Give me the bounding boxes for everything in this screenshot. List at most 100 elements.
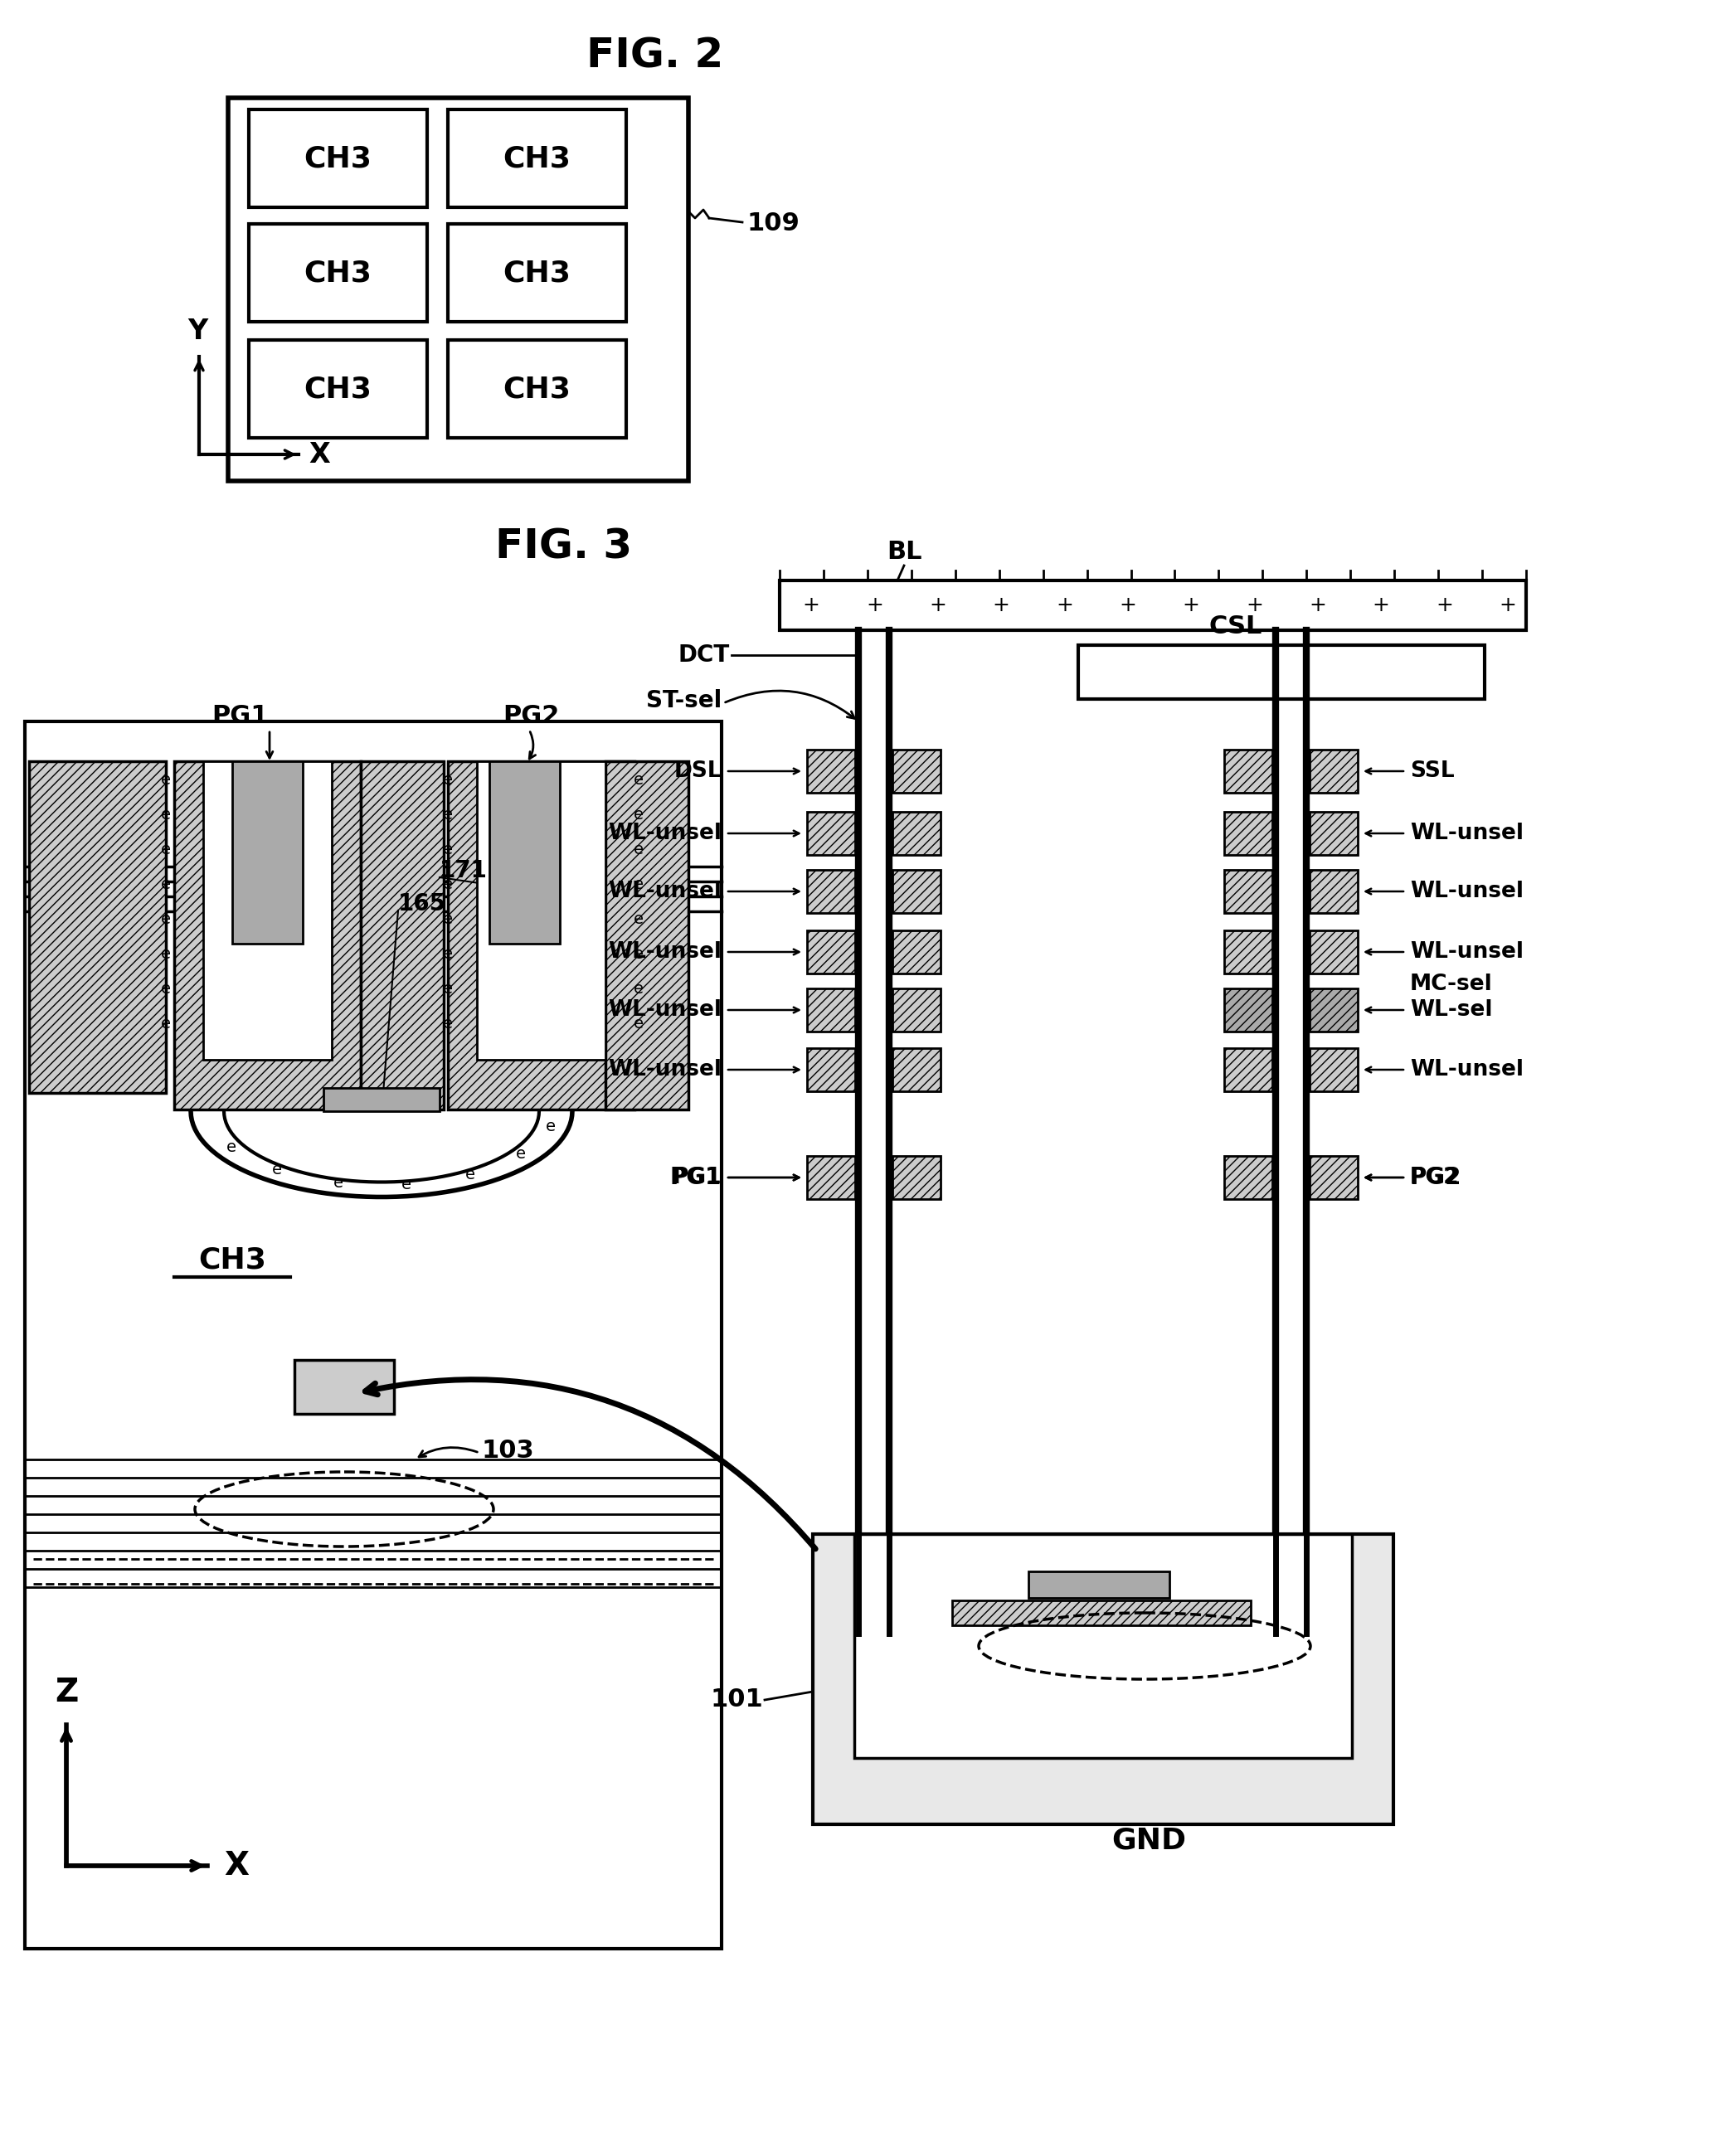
Text: +: + xyxy=(1182,595,1200,614)
Text: e: e xyxy=(633,981,644,996)
Text: CH3: CH3 xyxy=(305,259,372,287)
Text: GND: GND xyxy=(1112,1826,1186,1854)
Text: +: + xyxy=(929,595,947,614)
Bar xyxy=(1310,1156,1358,1199)
Bar xyxy=(203,761,332,1061)
Bar xyxy=(1224,813,1272,856)
Text: DSL: DSL xyxy=(675,761,721,783)
Bar xyxy=(807,931,855,975)
Text: CH3: CH3 xyxy=(503,144,571,172)
Text: +: + xyxy=(1373,595,1391,614)
Bar xyxy=(250,341,427,438)
Bar xyxy=(1224,869,1272,912)
Text: e: e xyxy=(442,946,453,962)
Bar xyxy=(232,761,303,944)
Bar xyxy=(447,341,626,438)
Bar xyxy=(1310,1048,1358,1091)
Text: e: e xyxy=(442,981,453,996)
Bar xyxy=(1310,813,1358,856)
Text: e: e xyxy=(633,806,644,821)
Text: CH3: CH3 xyxy=(503,375,571,403)
Bar xyxy=(477,761,606,1061)
Text: WL-unsel: WL-unsel xyxy=(1409,880,1523,901)
Bar xyxy=(780,580,1527,630)
Bar xyxy=(447,761,635,1110)
Bar xyxy=(1310,869,1358,912)
Text: +: + xyxy=(1057,595,1074,614)
Bar xyxy=(606,761,688,1110)
Bar xyxy=(893,1048,941,1091)
Text: PG2: PG2 xyxy=(1409,1166,1459,1188)
Text: +: + xyxy=(1119,595,1136,614)
Bar xyxy=(1224,750,1272,793)
Bar xyxy=(807,813,855,856)
Bar xyxy=(250,110,427,207)
Text: e: e xyxy=(160,1015,170,1031)
Text: 165: 165 xyxy=(398,893,446,916)
Text: e: e xyxy=(465,1166,475,1181)
Text: X: X xyxy=(308,440,330,468)
Text: BL: BL xyxy=(886,539,922,565)
Text: DCT: DCT xyxy=(678,642,730,666)
Text: e: e xyxy=(442,875,453,893)
Text: +: + xyxy=(1499,595,1516,614)
Bar xyxy=(229,97,688,481)
Text: WL-unsel: WL-unsel xyxy=(1409,942,1523,964)
Text: e: e xyxy=(160,806,170,821)
Bar xyxy=(1224,1048,1272,1091)
Bar xyxy=(1310,987,1358,1031)
Text: CH3: CH3 xyxy=(305,144,372,172)
Text: CH3: CH3 xyxy=(503,259,571,287)
Text: e: e xyxy=(516,1147,527,1162)
Text: PG2: PG2 xyxy=(503,705,559,729)
Bar xyxy=(324,1089,439,1110)
Text: e: e xyxy=(160,841,170,856)
Text: e: e xyxy=(442,772,453,787)
Bar xyxy=(250,224,427,321)
Bar xyxy=(893,931,941,975)
Text: e: e xyxy=(442,806,453,821)
Bar xyxy=(893,869,941,912)
Text: e: e xyxy=(272,1162,282,1177)
Text: FIG. 3: FIG. 3 xyxy=(496,528,633,567)
Bar xyxy=(812,1535,1394,1824)
Bar xyxy=(1029,1572,1170,1598)
Bar xyxy=(854,1535,1353,1757)
Bar xyxy=(807,869,855,912)
Text: FIG. 2: FIG. 2 xyxy=(587,37,725,75)
Text: WL-unsel: WL-unsel xyxy=(1409,824,1523,845)
Text: +: + xyxy=(1310,595,1327,614)
Text: +: + xyxy=(993,595,1010,614)
Text: 101: 101 xyxy=(711,1688,762,1712)
Bar xyxy=(1310,750,1358,793)
Text: 109: 109 xyxy=(747,211,800,235)
Text: e: e xyxy=(401,1177,411,1192)
Bar xyxy=(1224,987,1272,1031)
Text: WL-unsel: WL-unsel xyxy=(1409,1059,1523,1080)
Text: e: e xyxy=(633,946,644,962)
Bar xyxy=(174,761,361,1110)
Text: e: e xyxy=(442,1015,453,1031)
Text: WL-unsel: WL-unsel xyxy=(608,998,721,1020)
Bar xyxy=(952,1600,1251,1626)
Bar xyxy=(807,1048,855,1091)
Bar xyxy=(807,1156,855,1199)
Text: e: e xyxy=(160,946,170,962)
Bar xyxy=(1224,931,1272,975)
Text: PG1: PG1 xyxy=(212,705,268,729)
Text: WL-unsel: WL-unsel xyxy=(608,880,721,901)
Text: X: X xyxy=(224,1850,250,1882)
Bar xyxy=(447,110,626,207)
Bar xyxy=(361,761,444,1110)
Bar xyxy=(807,987,855,1031)
Text: e: e xyxy=(633,841,644,856)
Text: e: e xyxy=(160,875,170,893)
Text: +: + xyxy=(1246,595,1263,614)
Text: e: e xyxy=(227,1138,236,1156)
Text: MC-sel: MC-sel xyxy=(1409,975,1492,996)
Text: e: e xyxy=(633,1015,644,1031)
Text: e: e xyxy=(160,981,170,996)
Text: e: e xyxy=(546,1119,556,1134)
Text: e: e xyxy=(633,772,644,787)
Text: ST-sel: ST-sel xyxy=(645,690,721,711)
